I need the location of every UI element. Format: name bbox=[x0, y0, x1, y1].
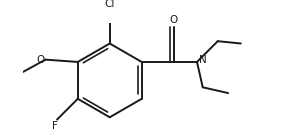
Text: N: N bbox=[199, 55, 207, 65]
Text: O: O bbox=[36, 55, 44, 65]
Text: Cl: Cl bbox=[105, 0, 115, 9]
Text: O: O bbox=[170, 15, 178, 25]
Text: F: F bbox=[52, 121, 58, 131]
